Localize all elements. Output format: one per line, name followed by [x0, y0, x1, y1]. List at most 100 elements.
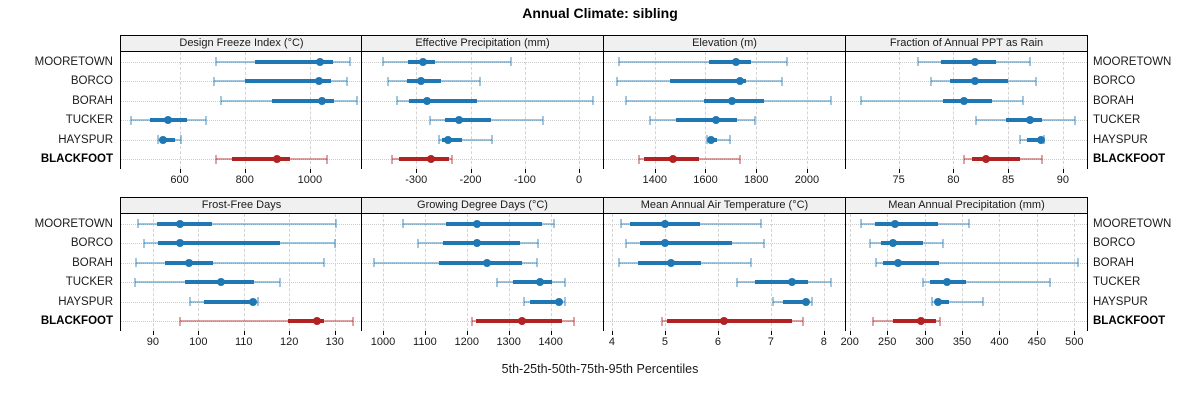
x-tick-label: 1800 — [743, 174, 769, 186]
whisker-endcap — [620, 219, 623, 229]
row-gridline — [121, 81, 362, 83]
row-gridline — [362, 61, 603, 63]
panel-title: Growing Degree Days (°C) — [362, 198, 603, 214]
x-gridline — [664, 214, 666, 331]
whisker-5-95 — [180, 320, 354, 323]
panel-growing-degree-days-c-: Growing Degree Days (°C) 1000 1100 1200 1300… — [361, 197, 604, 348]
x-tick-label: 90 — [146, 336, 159, 348]
x-tickmark — [611, 331, 613, 335]
x-tick-label: 1100 — [413, 336, 437, 348]
x-tick-label: 5 — [661, 336, 668, 348]
whisker-endcap — [356, 96, 359, 106]
median-dot — [316, 57, 325, 66]
panel-title: Mean Annual Precipitation (mm) — [846, 198, 1087, 214]
row-gridline — [604, 282, 845, 284]
whisker-25-75 — [438, 260, 523, 265]
whisker-25-75 — [666, 319, 793, 324]
whisker-5-95 — [135, 261, 324, 264]
median-dot — [788, 278, 797, 287]
whisker-endcap — [563, 297, 566, 307]
x-tickmark — [953, 169, 955, 173]
whisker-25-75 — [709, 59, 751, 64]
whisker-endcap — [1073, 115, 1076, 125]
row-label-left-blackfoot: BLACKFOOT — [40, 153, 113, 166]
x-tick-label: 7 — [767, 336, 774, 348]
whisker-endcap — [1041, 154, 1044, 164]
whisker-25-75 — [157, 221, 212, 226]
x-tickmark — [179, 169, 181, 173]
whisker-endcap — [922, 277, 925, 287]
x-tickmark — [823, 331, 825, 335]
row-label-left-mooretown: MOORETOWN — [34, 217, 113, 230]
whisker-endcap — [781, 76, 784, 86]
whisker-25-75 — [1026, 137, 1044, 142]
whisker-endcap — [786, 57, 789, 67]
panel-fraction-of-annual-ppt-as-rain: Fraction of Annual PPT as Rain 75 80 85 90 — [845, 35, 1088, 186]
whisker-25-75 — [875, 221, 939, 226]
whisker-25-75 — [272, 98, 335, 103]
panel-title: Frost-Free Days — [121, 198, 362, 214]
x-tickmark — [424, 331, 426, 335]
whisker-endcap — [490, 135, 493, 145]
whisker-25-75 — [754, 280, 808, 285]
median-dot — [248, 297, 257, 306]
row-gridline — [362, 301, 603, 303]
whisker-endcap — [1034, 76, 1037, 86]
whisker-25-75 — [244, 79, 332, 84]
x-tick-label: 400 — [990, 336, 1009, 348]
whisker-endcap — [1049, 277, 1052, 287]
x-axis-caption: 5th-25th-50th-75th-95th Percentiles — [501, 362, 699, 376]
panel-plot-area: 90 100 110 120 130 — [121, 214, 362, 348]
x-gridline — [1062, 52, 1064, 169]
whisker-endcap — [760, 219, 763, 229]
x-tickmark — [924, 331, 926, 335]
whisker-endcap — [133, 277, 136, 287]
whisker-endcap — [325, 154, 328, 164]
whisker-25-75 — [231, 157, 290, 162]
median-dot — [417, 77, 426, 86]
whisker-5-95 — [923, 281, 1051, 284]
median-dot — [669, 155, 677, 164]
row-label-left-borah: BORAH — [72, 256, 113, 269]
whisker-25-75 — [160, 137, 175, 142]
median-dot — [889, 239, 898, 248]
row-label-left-borco: BORCO — [70, 237, 113, 250]
x-tickmark — [309, 169, 311, 173]
whisker-endcap — [386, 76, 389, 86]
whisker-endcap — [349, 57, 352, 67]
x-gridline — [243, 214, 245, 331]
x-tickmark — [770, 331, 772, 335]
panel-mean-annual-precipitation-mm-: Mean Annual Precipitation (mm) 200 250 300 3… — [841, 197, 1088, 348]
median-dot — [971, 77, 980, 86]
row-label-left-tucker: TUCKER — [65, 114, 113, 127]
row-label-right-blackfoot: BLACKFOOT — [1093, 315, 1166, 328]
whisker-5-95 — [619, 60, 788, 63]
panel-plot-area: 1400 1600 1800 2000 — [604, 52, 845, 186]
whisker-25-75 — [971, 157, 1021, 162]
row-gridline — [121, 120, 362, 122]
median-dot — [1036, 135, 1045, 144]
row-label-right-borah: BORAH — [1093, 94, 1134, 107]
whisker-endcap — [981, 297, 984, 307]
x-tickmark — [962, 331, 963, 335]
x-tickmark — [887, 331, 889, 335]
median-dot — [666, 258, 675, 267]
whisker-endcap — [638, 154, 640, 164]
x-gridline — [1074, 214, 1076, 331]
whisker-endcap — [868, 238, 871, 248]
x-gridline — [524, 52, 526, 169]
whisker-endcap — [729, 135, 732, 145]
x-tickmark — [289, 331, 291, 335]
median-dot — [317, 96, 326, 105]
whisker-endcap — [373, 258, 376, 268]
median-dot — [176, 219, 185, 228]
whisker-25-75 — [675, 118, 738, 123]
x-tick-label: 100 — [189, 336, 208, 348]
whisker-endcap — [536, 258, 539, 268]
whisker-endcap — [938, 316, 941, 326]
x-tickmark — [382, 331, 384, 335]
whisker-endcap — [179, 316, 182, 326]
whisker-endcap — [137, 219, 140, 229]
median-dot — [185, 258, 194, 267]
whisker-25-75 — [157, 241, 280, 246]
